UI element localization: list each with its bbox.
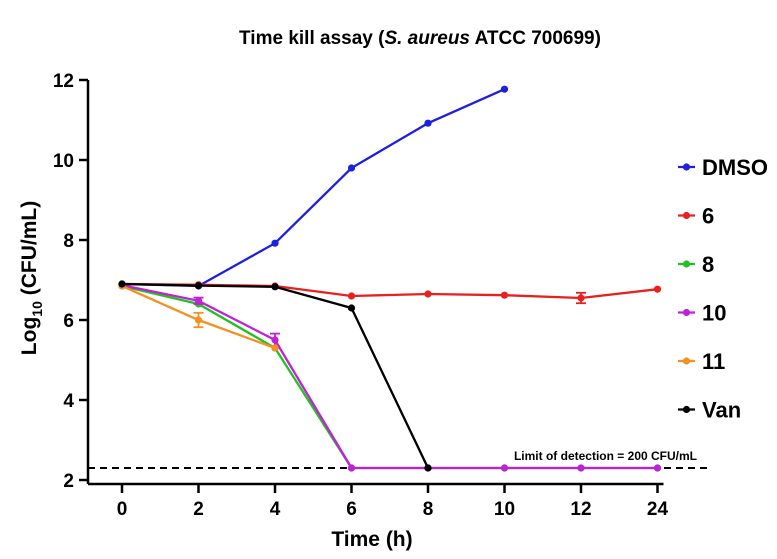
legend-item: 11 xyxy=(678,349,725,374)
legend-label: DMSO xyxy=(702,155,768,180)
y-tick-label: 8 xyxy=(63,231,74,252)
legend-item: DMSO xyxy=(678,155,768,180)
y-tick-label: 6 xyxy=(63,311,74,332)
x-tick-label: 8 xyxy=(423,499,434,520)
ylabel-suffix: (CFU/mL) xyxy=(18,201,41,301)
series-line xyxy=(121,284,658,470)
legend-label: 6 xyxy=(702,204,714,229)
data-point xyxy=(424,464,432,472)
data-point xyxy=(577,464,585,472)
x-tick-label: 0 xyxy=(117,499,128,520)
legend-label: 8 xyxy=(702,252,714,277)
data-point xyxy=(577,294,585,302)
series-11 xyxy=(118,282,279,352)
data-point xyxy=(271,344,279,352)
title-main: Time kill assay ( xyxy=(239,28,385,49)
legend-swatch-marker xyxy=(682,357,691,365)
data-point xyxy=(424,119,432,127)
ylabel-prefix: Log xyxy=(18,317,41,355)
legend-swatch-marker xyxy=(682,405,691,414)
chart-title: Time kill assay (S. aureus ATCC 700699) xyxy=(239,28,601,49)
data-point xyxy=(347,292,356,300)
legend-label: 11 xyxy=(702,349,725,374)
series-line xyxy=(121,88,505,288)
legend-swatch-marker xyxy=(682,163,691,171)
series-dmso xyxy=(118,85,509,290)
y-axis-label: Log10 (CFU/mL) xyxy=(18,201,45,355)
legend-label: 10 xyxy=(702,301,726,326)
y-tick-label: 12 xyxy=(53,71,74,92)
legend-label: Van xyxy=(702,398,741,423)
series-8 xyxy=(118,282,662,472)
title-italic: S. aureus xyxy=(384,28,470,49)
data-point xyxy=(500,291,509,299)
data-point xyxy=(347,304,356,312)
x-tick-label: 10 xyxy=(494,499,515,520)
series-layer xyxy=(118,85,662,472)
data-point xyxy=(194,297,203,305)
data-point xyxy=(500,464,509,472)
x-tick-label: 6 xyxy=(346,499,357,520)
legend: DMSO 6 8 10 11 Van xyxy=(678,155,768,423)
data-point xyxy=(271,283,279,291)
data-point xyxy=(653,285,662,293)
data-point xyxy=(194,316,203,324)
legend-swatch-marker xyxy=(682,260,691,268)
y-tick-label: 2 xyxy=(63,471,74,492)
legend-swatch-marker xyxy=(682,211,691,220)
ylabel-sub: 10 xyxy=(29,301,45,317)
data-point xyxy=(118,280,126,288)
y-tick-label: 4 xyxy=(63,391,74,412)
y-tick-label: 10 xyxy=(53,151,74,172)
data-point xyxy=(347,164,356,172)
data-point xyxy=(347,464,356,472)
series-10 xyxy=(118,281,662,472)
legend-item: 10 xyxy=(678,301,726,326)
data-point xyxy=(653,464,662,472)
data-point xyxy=(271,239,279,247)
x-tick-label: 2 xyxy=(193,499,204,520)
data-point xyxy=(271,336,279,344)
data-point xyxy=(500,85,509,93)
x-tick-label: 4 xyxy=(270,499,281,520)
x-axis-label: Time (h) xyxy=(331,528,412,551)
data-point xyxy=(194,282,203,290)
legend-item: Van xyxy=(678,398,741,423)
x-tick-label: 24 xyxy=(647,499,669,520)
detection-limit-annotation: Limit of detection = 200 CFU/mL xyxy=(514,449,697,463)
legend-item: 8 xyxy=(678,252,714,277)
title-end: ATCC 700699) xyxy=(470,28,601,49)
legend-swatch-marker xyxy=(682,308,691,317)
series-van xyxy=(118,280,432,472)
series-line xyxy=(121,282,430,469)
legend-item: 6 xyxy=(678,204,714,229)
data-point xyxy=(424,290,432,298)
x-tick-label: 12 xyxy=(570,499,591,520)
